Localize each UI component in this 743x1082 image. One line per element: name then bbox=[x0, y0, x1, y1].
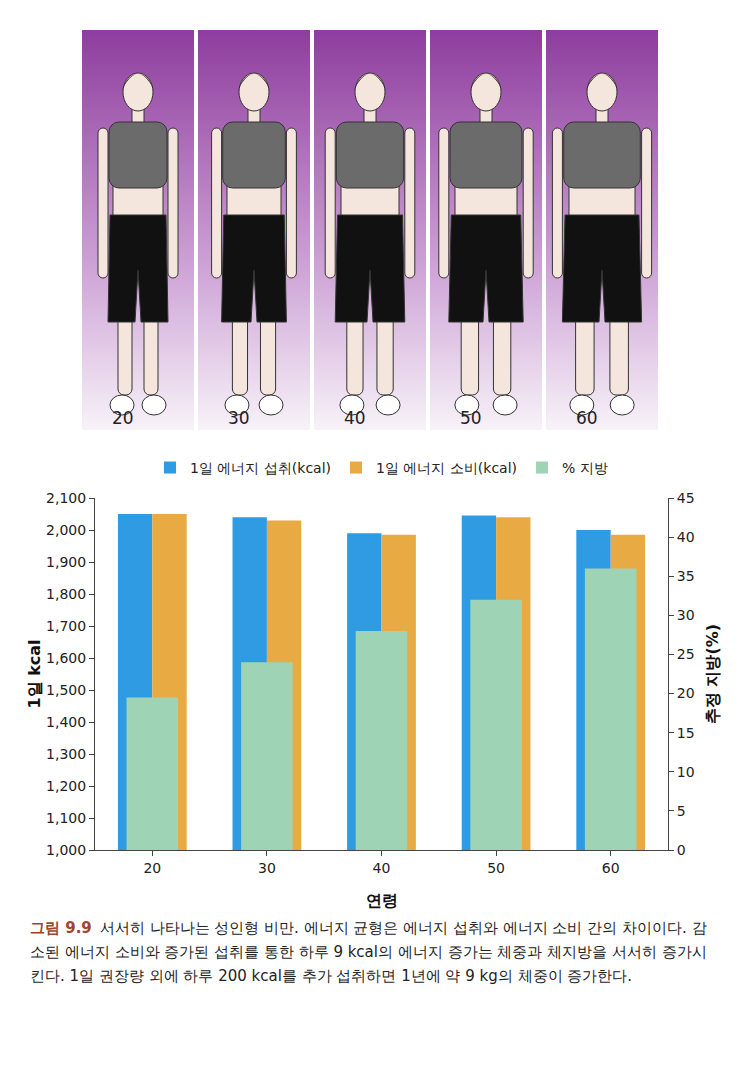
svg-text:50: 50 bbox=[487, 860, 505, 876]
svg-text:1일 에너지 소비(kcal): 1일 에너지 소비(kcal) bbox=[376, 460, 517, 476]
svg-text:20: 20 bbox=[143, 860, 161, 876]
svg-text:15: 15 bbox=[677, 725, 695, 741]
svg-text:% 지방: % 지방 bbox=[562, 460, 608, 476]
svg-text:25: 25 bbox=[677, 646, 695, 662]
svg-text:0: 0 bbox=[677, 842, 686, 858]
svg-text:30: 30 bbox=[677, 607, 695, 623]
svg-text:50: 50 bbox=[460, 408, 482, 428]
svg-text:1,800: 1,800 bbox=[46, 586, 86, 602]
svg-text:1,100: 1,100 bbox=[46, 810, 86, 826]
svg-text:1,200: 1,200 bbox=[46, 778, 86, 794]
svg-text:30: 30 bbox=[258, 860, 276, 876]
svg-text:2,000: 2,000 bbox=[46, 522, 86, 538]
html-text:그림 9.9: 그림 9.9 bbox=[30, 919, 92, 937]
svg-text:1,300: 1,300 bbox=[46, 746, 86, 762]
svg-text:1일 에너지 섭취(kcal): 1일 에너지 섭취(kcal) bbox=[190, 460, 331, 476]
svg-text:1,500: 1,500 bbox=[46, 682, 86, 698]
svg-text:45: 45 bbox=[677, 490, 695, 506]
svg-text:40: 40 bbox=[373, 860, 391, 876]
svg-text:1,700: 1,700 bbox=[46, 618, 86, 634]
svg-text:35: 35 bbox=[677, 568, 695, 584]
html-text:서서히 나타나는 성인형 비만. 에너지 균형은 에너지 섭: 서서히 나타나는 성인형 비만. 에너지 균형은 에너지 섭취와 에너지 소비 … bbox=[30, 919, 707, 985]
svg-text:5: 5 bbox=[677, 803, 686, 819]
svg-text:60: 60 bbox=[602, 860, 620, 876]
svg-text:40: 40 bbox=[677, 529, 695, 545]
svg-text:30: 30 bbox=[228, 408, 250, 428]
svg-text:1,400: 1,400 bbox=[46, 714, 86, 730]
svg-text:2,100: 2,100 bbox=[46, 490, 86, 506]
svg-text:1,900: 1,900 bbox=[46, 554, 86, 570]
svg-text:10: 10 bbox=[677, 764, 695, 780]
svg-text:40: 40 bbox=[344, 408, 366, 428]
svg-text:60: 60 bbox=[576, 408, 598, 428]
svg-text:연령: 연령 bbox=[366, 891, 398, 910]
svg-text:20: 20 bbox=[677, 685, 695, 701]
svg-text:1,600: 1,600 bbox=[46, 650, 86, 666]
svg-text:20: 20 bbox=[112, 408, 134, 428]
svg-text:1일 kcal: 1일 kcal bbox=[25, 639, 44, 708]
svg-text:1,000: 1,000 bbox=[46, 842, 86, 858]
svg-text:추정 지방(%): 추정 지방(%) bbox=[703, 624, 722, 724]
